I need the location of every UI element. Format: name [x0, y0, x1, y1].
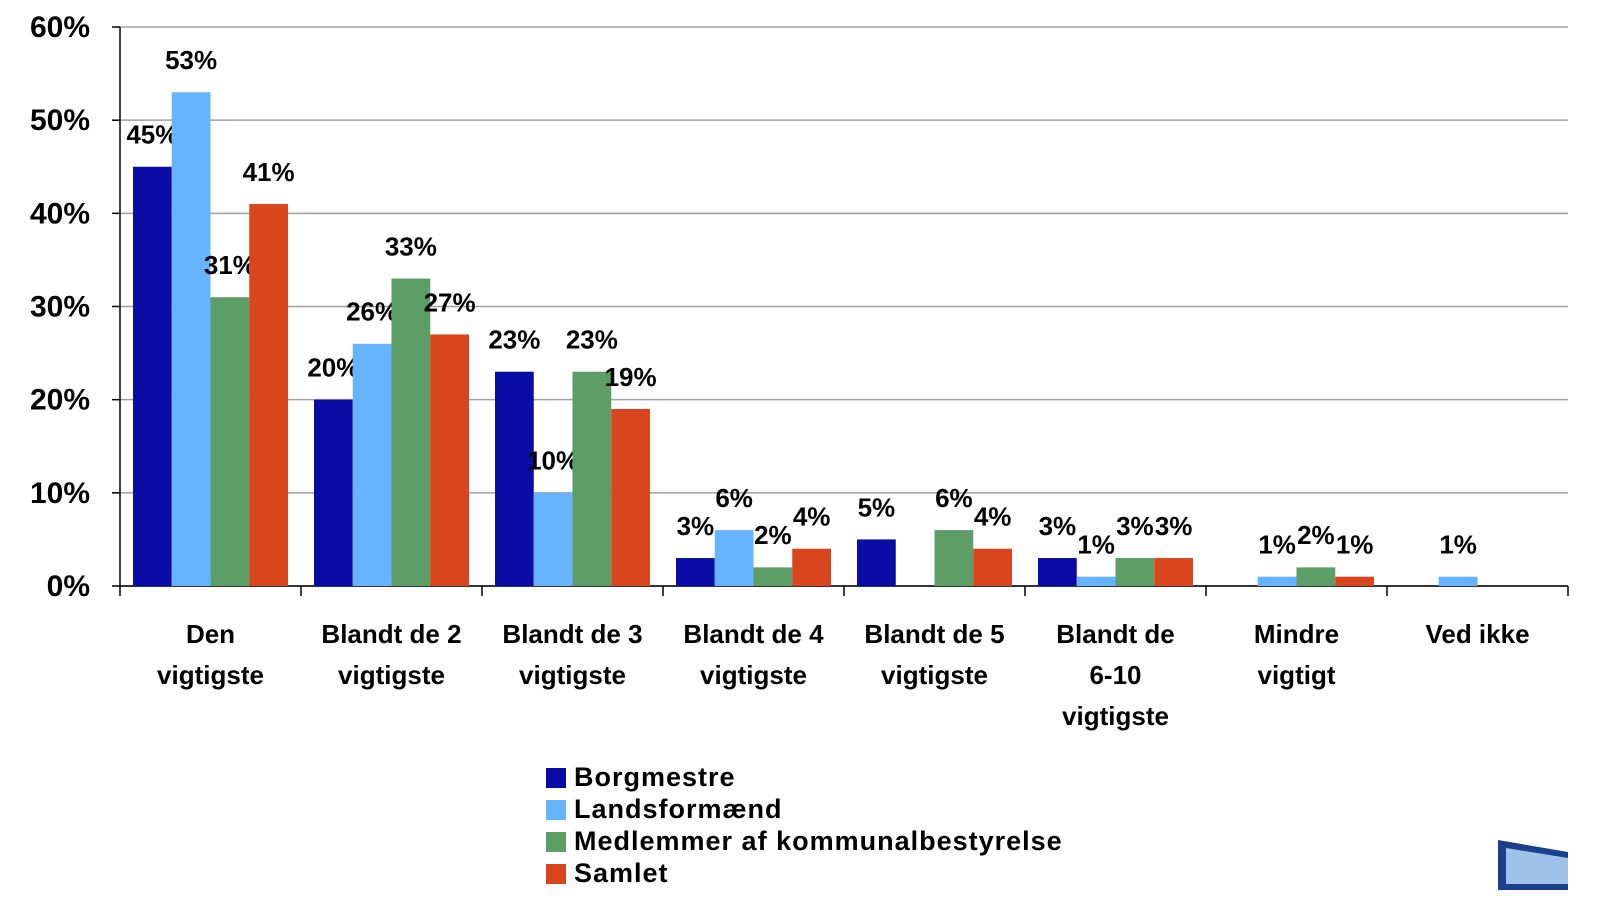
legend-label: Landsformænd: [574, 794, 783, 824]
value-label: 3%: [1155, 511, 1193, 541]
legend-swatch: [546, 832, 566, 852]
value-label: 23%: [566, 325, 618, 355]
value-label: 45%: [126, 120, 178, 150]
bar: [430, 334, 469, 586]
value-label: 3%: [1039, 511, 1077, 541]
value-label: 1%: [1336, 530, 1374, 560]
value-label: 26%: [346, 297, 398, 327]
bar: [391, 278, 431, 586]
x-tick-label: Blandt de 4 vigtigste: [683, 619, 824, 690]
value-label: 31%: [204, 250, 256, 280]
legend-swatch: [546, 864, 566, 884]
x-tick-label: Blandt de 6-10 vigtigste: [1056, 619, 1175, 731]
legend-swatch: [546, 768, 566, 788]
bar: [611, 408, 650, 586]
bar: [1154, 558, 1193, 586]
bar: [314, 399, 353, 586]
bar: [1038, 558, 1077, 586]
bar: [1335, 576, 1374, 586]
x-tick-label: Blandt de 5 vigtigste: [864, 619, 1005, 690]
value-label: 6%: [935, 483, 973, 513]
value-label: 10%: [527, 446, 579, 476]
bar: [753, 567, 793, 586]
value-label: 27%: [424, 287, 476, 317]
value-label: 1%: [1077, 530, 1115, 560]
bar: [1076, 576, 1116, 586]
bar: [973, 548, 1012, 586]
y-tick-label: 20%: [30, 384, 90, 417]
x-tick-label: Ved ikke: [1425, 619, 1530, 649]
bar: [857, 539, 896, 586]
value-label: 19%: [605, 362, 657, 392]
bar: [1257, 576, 1297, 586]
y-tick-label: 40%: [30, 197, 90, 230]
x-tick-label: Mindre vigtigt: [1253, 619, 1340, 690]
value-label: 2%: [1297, 520, 1335, 550]
x-tick-label: Blandt de 2 vigtigste: [321, 619, 462, 690]
y-tick-label: 0%: [47, 570, 90, 603]
value-label: 4%: [974, 502, 1012, 532]
value-label: 5%: [858, 492, 896, 522]
bar: [1296, 567, 1336, 586]
bar: [171, 92, 211, 586]
legend-label: Medlemmer af kommunalbestyrelse: [574, 826, 1063, 856]
bar: [533, 492, 573, 586]
legend-label: Borgmestre: [574, 762, 736, 792]
y-tick-label: 10%: [30, 477, 90, 510]
value-label: 1%: [1439, 530, 1477, 560]
bar: [1438, 576, 1478, 586]
logo: [1498, 840, 1568, 890]
bar: [792, 548, 831, 586]
value-label: 23%: [488, 325, 540, 355]
value-label: 53%: [165, 45, 217, 75]
legend-label: Samlet: [574, 858, 669, 888]
bar: [210, 297, 250, 586]
x-tick-label: Blandt de 3 vigtigste: [502, 619, 643, 690]
bar: [352, 343, 392, 586]
bar: [133, 166, 172, 586]
y-tick-label: 50%: [30, 104, 90, 137]
bar: [714, 530, 754, 586]
value-label: 1%: [1258, 530, 1296, 560]
value-label: 6%: [715, 483, 753, 513]
y-tick-label: 60%: [30, 11, 90, 44]
bar: [249, 204, 288, 586]
value-label: 2%: [754, 520, 792, 550]
value-label: 4%: [793, 502, 831, 532]
legend-swatch: [546, 800, 566, 820]
bar: [572, 371, 612, 586]
value-label: 41%: [243, 157, 295, 187]
bar: [676, 558, 715, 586]
y-tick-label: 30%: [30, 290, 90, 323]
value-label: 33%: [385, 231, 437, 261]
bar: [1115, 558, 1155, 586]
value-label: 3%: [677, 511, 715, 541]
value-label: 20%: [307, 353, 359, 383]
bar: [934, 530, 974, 586]
x-tick-label: Den vigtigste: [157, 619, 264, 690]
bar: [495, 371, 534, 586]
value-label: 3%: [1116, 511, 1154, 541]
